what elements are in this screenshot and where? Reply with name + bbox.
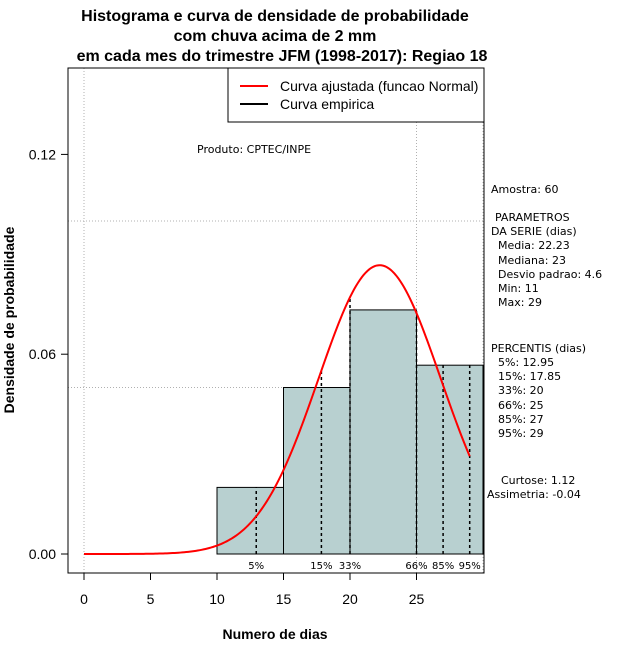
percentil-5: 5%: 12.95 [498, 356, 554, 369]
y-axis-title: Densidade de probabilidade [1, 226, 17, 413]
param-max: Max: 29 [498, 296, 542, 309]
x-tick-label-3: 15 [276, 591, 292, 607]
params-title-1: PARAMETROS [495, 211, 570, 224]
histogram-bar-2 [349, 309, 417, 555]
histogram-bar-3 [416, 364, 484, 555]
param-desvio: Desvio padrao: 4.6 [498, 268, 602, 281]
legend: Curva ajustada (funcao Normal) Curva emp… [227, 67, 485, 123]
y-tick-label-2: 0.12 [29, 146, 56, 162]
produto-note: Produto: CPTEC/INPE [197, 143, 311, 156]
legend-label-normal: Curva ajustada (funcao Normal) [280, 78, 478, 94]
y-tick-label-0: 0.00 [29, 546, 56, 562]
curtose-text: Curtose: 1.12 [501, 474, 575, 487]
y-tick-label-1: 0.06 [29, 346, 56, 362]
percentil-85: 85%: 27 [498, 413, 544, 426]
chart-title-line-3: em cada mes do trimestre JFM (1998-2017)… [77, 48, 488, 65]
percentil-15: 15%: 17.85 [498, 370, 561, 383]
percentil-95: 95%: 29 [498, 427, 544, 440]
chart-title-line-2: com chuva acima de 2 mm [174, 28, 377, 45]
percentile-label-0: 5% [248, 561, 264, 572]
percentile-label-4: 85% [432, 561, 454, 572]
x-axis-title: Numero de dias [222, 626, 327, 642]
x-tick-label-4: 20 [342, 591, 358, 607]
histogram-bar-0 [216, 486, 284, 555]
percentile-label-1: 15% [310, 561, 332, 572]
percentile-label-3: 66% [405, 561, 427, 572]
percentile-lines-layer: 5% 15% 33% 66% 85% 95% [248, 297, 481, 572]
x-tick-label-0: 0 [80, 591, 88, 607]
x-tick-label-2: 10 [209, 591, 225, 607]
params-title-2: DA SERIE (dias) [491, 225, 577, 238]
legend-box [227, 67, 485, 123]
normal-curve [84, 264, 471, 555]
percentile-label-2: 33% [339, 561, 361, 572]
percentil-66: 66%: 25 [498, 399, 544, 412]
legend-label-empirical: Curva empirica [280, 96, 374, 112]
x-tick-label-5: 25 [409, 591, 425, 607]
x-tick-label-1: 5 [147, 591, 155, 607]
chart-title-line-1: Histograma e curva de densidade de proba… [81, 8, 469, 25]
percentil-33: 33%: 20 [498, 384, 544, 397]
assimetria-text: Assimetria: -0.04 [487, 488, 581, 501]
param-mediana: Mediana: 23 [498, 254, 566, 267]
bars-layer [216, 309, 484, 555]
axes-layer: 0 5 10 15 20 25 0.00 0.06 0.12 [29, 146, 425, 607]
param-media: Media: 22.23 [498, 239, 570, 252]
amostra-text: Amostra: 60 [491, 183, 558, 196]
curve-layer [84, 264, 471, 555]
histogram-bar-1 [283, 387, 351, 555]
param-min: Min: 11 [498, 282, 539, 295]
percentile-label-5: 95% [459, 561, 481, 572]
percentis-title: PERCENTIS (dias) [491, 342, 586, 355]
